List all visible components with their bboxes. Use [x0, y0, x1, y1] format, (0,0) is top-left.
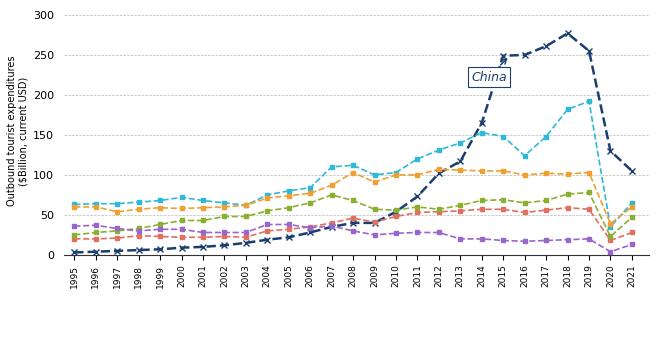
- Text: China: China: [471, 59, 506, 84]
- Y-axis label: Outbound tourist expenditures
($Billion, current USD): Outbound tourist expenditures ($Billion,…: [7, 56, 29, 206]
